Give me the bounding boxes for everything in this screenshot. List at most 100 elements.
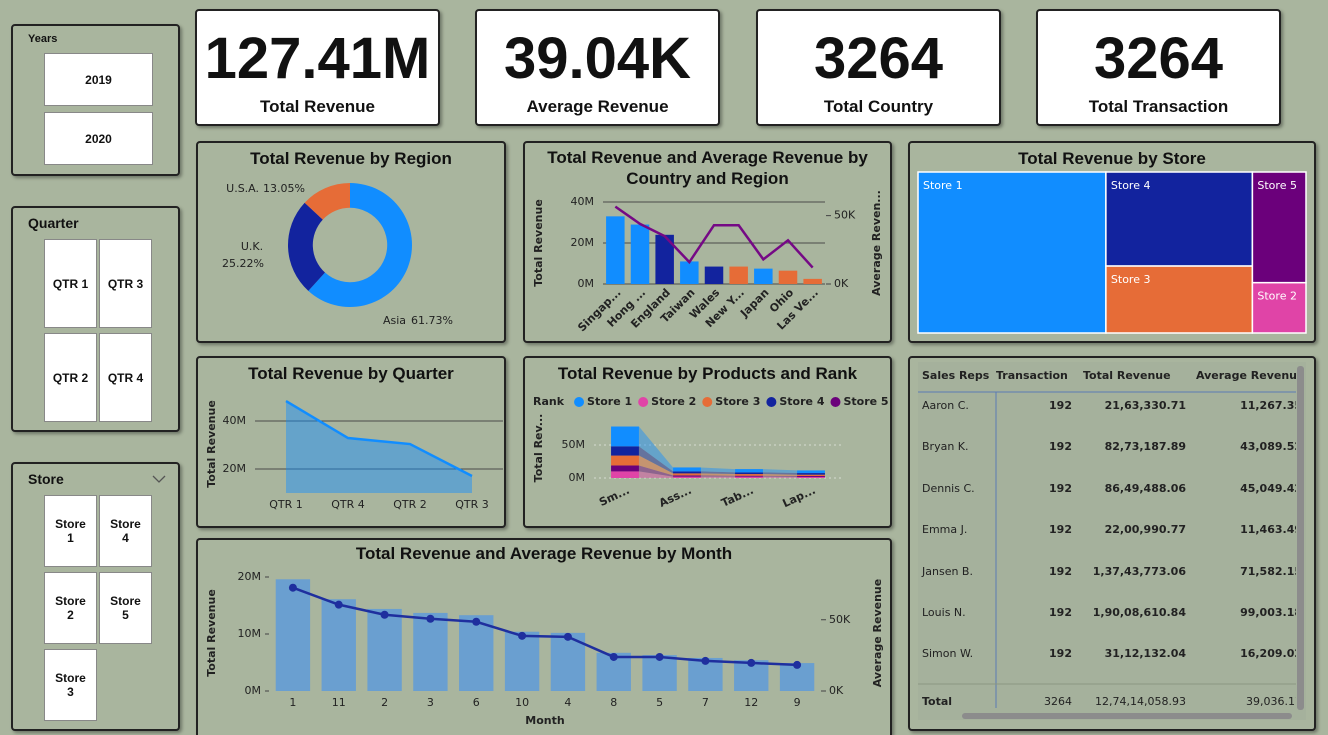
ribbon-connector: [638, 471, 674, 478]
slice-category: Asia: [383, 314, 406, 327]
ribbon-bar: [735, 472, 763, 475]
sales-table: Sales Reps Transaction Total Revenue Averag…: [908, 356, 1316, 731]
ribbon-bar: [673, 467, 701, 472]
ribbon-bar: [673, 476, 701, 478]
line-marker: [701, 656, 710, 665]
chart: Store 1 Store 4 Store 3 Store 5 Store 2: [917, 171, 1307, 334]
y-tick-label: 20M: [238, 570, 262, 583]
ribbon-bar: [735, 476, 763, 478]
table-cell: Louis N.: [922, 606, 966, 619]
bar: [504, 631, 540, 691]
ribbon-connector: [700, 476, 736, 478]
bar: [778, 270, 798, 284]
line-marker: [518, 631, 527, 640]
slicer-item[interactable]: Store 3: [44, 649, 97, 721]
x-tick-label: QTR 4: [331, 498, 365, 511]
region-chart: Total Revenue by Region Asia 61.73% U.K. 25.…: [196, 141, 506, 343]
total-cell: 12,74,14,058.93: [1095, 695, 1186, 708]
table-body: Sales Reps Transaction Total Revenue Averag…: [918, 369, 1302, 708]
slicer-item[interactable]: Store 1: [44, 495, 97, 567]
x-tick-label: 2: [381, 696, 388, 709]
table-cell: 22,00,990.77: [1105, 523, 1186, 536]
bar: [413, 612, 448, 691]
treemap-tile: [917, 171, 1107, 334]
store-slicer: Store Store 1 Store 4 Store 2 Store 5 Store …: [11, 462, 180, 731]
slicer-title: Store: [28, 471, 64, 487]
y-tick-label: 0M: [578, 277, 595, 290]
table-cell: 1,90,08,610.84: [1093, 606, 1187, 619]
table-cell: 192: [1049, 482, 1072, 495]
area: [286, 401, 472, 493]
kpi-card: 39.04K Average Revenue: [475, 9, 720, 126]
column-header: Transaction: [996, 369, 1068, 382]
line-marker: [472, 617, 481, 626]
kpi-card: 127.41M Total Revenue: [195, 9, 440, 126]
x-tick-label: QTR 1: [269, 498, 303, 511]
ribbon-bar: [797, 470, 825, 474]
slicer-item[interactable]: QTR 1: [44, 239, 97, 328]
ribbon-bar: [611, 465, 639, 472]
x-tick-label: QTR 2: [393, 498, 427, 511]
chart-title: Total Revenue by Region: [250, 149, 452, 168]
table-cell: 86,49,488.06: [1105, 482, 1187, 495]
table-cell: 192: [1049, 606, 1072, 619]
bar: [754, 268, 773, 284]
slice-label: 61.73%: [411, 314, 453, 327]
table-cell: Aaron C.: [922, 399, 969, 412]
tile-label: Store 4: [1111, 179, 1151, 192]
table-cell: 11,267.35: [1240, 399, 1302, 412]
kpi-card: 3264 Total Country: [756, 9, 1001, 126]
slicer-item[interactable]: Store 5: [99, 572, 152, 644]
ribbon-connector: [762, 476, 798, 478]
line: [292, 586, 798, 667]
slice-category: U.K.: [241, 240, 263, 253]
slice-label: 25.22%: [222, 257, 264, 270]
vertical-scrollbar[interactable]: [1297, 366, 1304, 710]
chart-title: Total Revenue and Average Revenue by Cou…: [547, 148, 868, 188]
table-cell: 45,049.42: [1240, 482, 1302, 495]
legend-label: Store 2: [651, 395, 696, 408]
y-tick-label: 40M: [223, 414, 247, 427]
table: Sales Reps Transaction Total Revenue Averag…: [918, 362, 1306, 720]
legend-label: Store 5: [843, 395, 888, 408]
y-axis-title: Total Revenue: [205, 589, 218, 677]
slicer-item[interactable]: QTR 3: [99, 239, 152, 328]
slicer-item[interactable]: 2019: [44, 53, 153, 106]
bar: [321, 599, 356, 691]
slicer-item[interactable]: Store 2: [44, 572, 97, 644]
y-tick-label: 0M: [245, 684, 262, 697]
column-header: Total Revenue: [1083, 369, 1171, 382]
x-tick-label: 1: [289, 696, 296, 709]
legend-marker: [638, 397, 649, 407]
tile-label: Store 1: [923, 179, 963, 192]
slicer-item[interactable]: QTR 4: [99, 333, 152, 422]
line-marker: [747, 658, 756, 667]
chart-title: Total Revenue by Quarter: [248, 364, 454, 383]
slicer-item[interactable]: Store 4: [99, 495, 152, 567]
horizontal-scrollbar[interactable]: [962, 713, 1292, 719]
y-tick-label: 10M: [238, 627, 262, 640]
line-marker: [288, 583, 297, 592]
table-cell: 16,209.02: [1240, 647, 1302, 660]
slicer-item[interactable]: 2020: [44, 112, 153, 165]
dropdown-chevron[interactable]: [150, 472, 170, 486]
ribbon-bar: [797, 476, 825, 478]
x-tick-label: 3: [427, 696, 434, 709]
legend-marker: [830, 397, 841, 407]
bar: [459, 615, 494, 691]
x-tick-label: Tab...: [719, 484, 755, 510]
table-cell: 192: [1049, 523, 1072, 536]
bar: [606, 216, 625, 284]
ribbon-connector: [762, 472, 798, 475]
store-chart: Total Revenue by Store Store 1 Store 4 Stor…: [908, 141, 1316, 343]
products-chart: Total Revenue by Products and Rank 0M 50M T…: [523, 356, 892, 528]
table-cell: 192: [1049, 399, 1072, 412]
table-cell: 43,089.52: [1240, 440, 1302, 453]
line-marker: [426, 614, 435, 623]
chart-title: Total Revenue by Products and Rank: [557, 364, 858, 383]
chart-title: Total Revenue by Store: [1018, 149, 1206, 168]
month-chart: Total Revenue and Average Revenue by Mon…: [196, 538, 892, 735]
x-tick-label: Sm...: [597, 484, 631, 509]
x-tick-label: 8: [610, 696, 617, 709]
slicer-item[interactable]: QTR 2: [44, 333, 97, 422]
